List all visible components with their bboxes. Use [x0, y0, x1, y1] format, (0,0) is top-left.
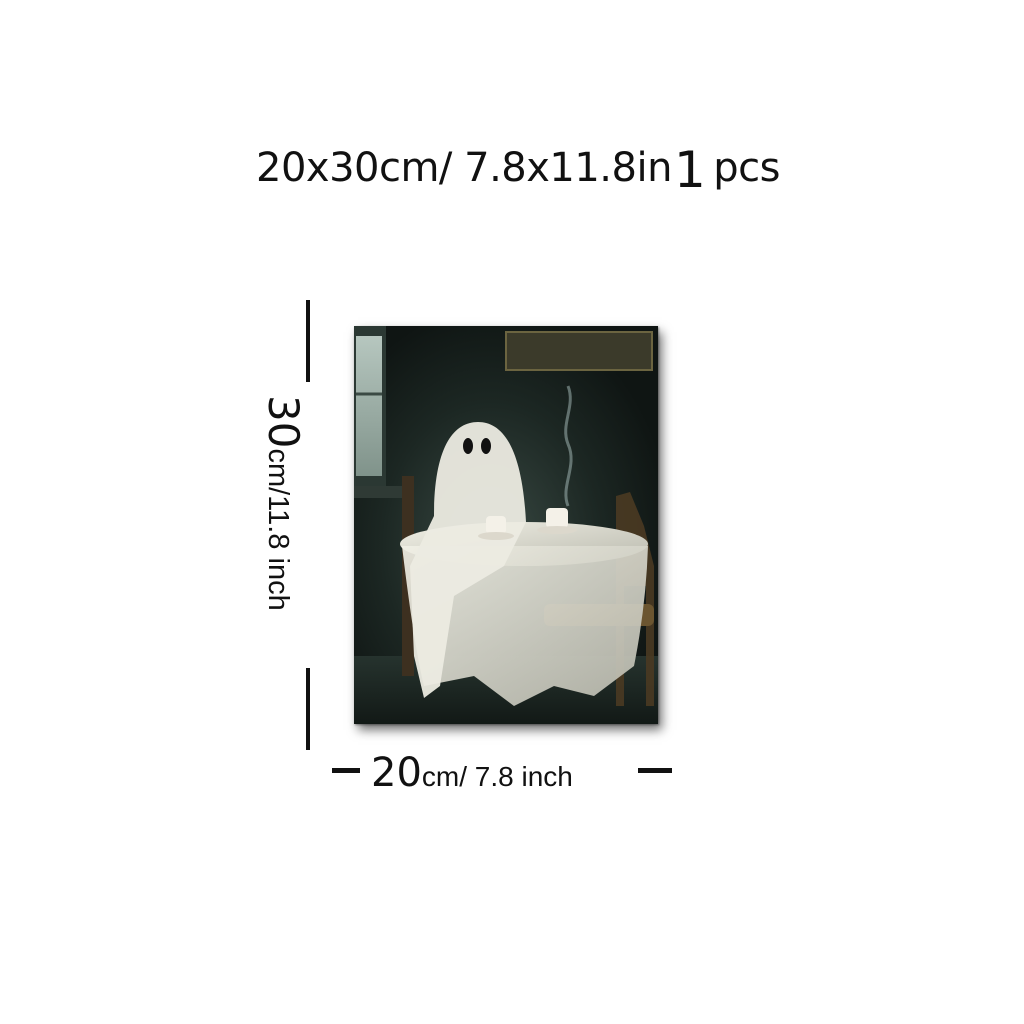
width-label: 20cm/ 7.8 inch [371, 750, 573, 796]
height-unit: cm/11.8 inch [262, 448, 294, 611]
height-dimension-line-bottom [306, 668, 310, 750]
ghost-painting [354, 326, 658, 724]
height-label: 30cm/11.8 inch [259, 395, 308, 611]
piece-count: 1 [673, 141, 706, 199]
width-dimension-line-right [638, 768, 672, 773]
width-dimension-line-left [332, 768, 360, 773]
height-value: 30 [259, 395, 308, 449]
width-value: 20 [371, 750, 422, 796]
size-text: 20x30cm/ 7.8x11.8in [256, 145, 672, 191]
width-unit: cm/ 7.8 inch [421, 761, 573, 792]
canvas-print [354, 326, 658, 724]
size-headline: 20x30cm/ 7.8x11.8in1 pcs [256, 140, 780, 199]
piece-unit: pcs [713, 145, 780, 191]
height-dimension-line-top [306, 300, 310, 382]
